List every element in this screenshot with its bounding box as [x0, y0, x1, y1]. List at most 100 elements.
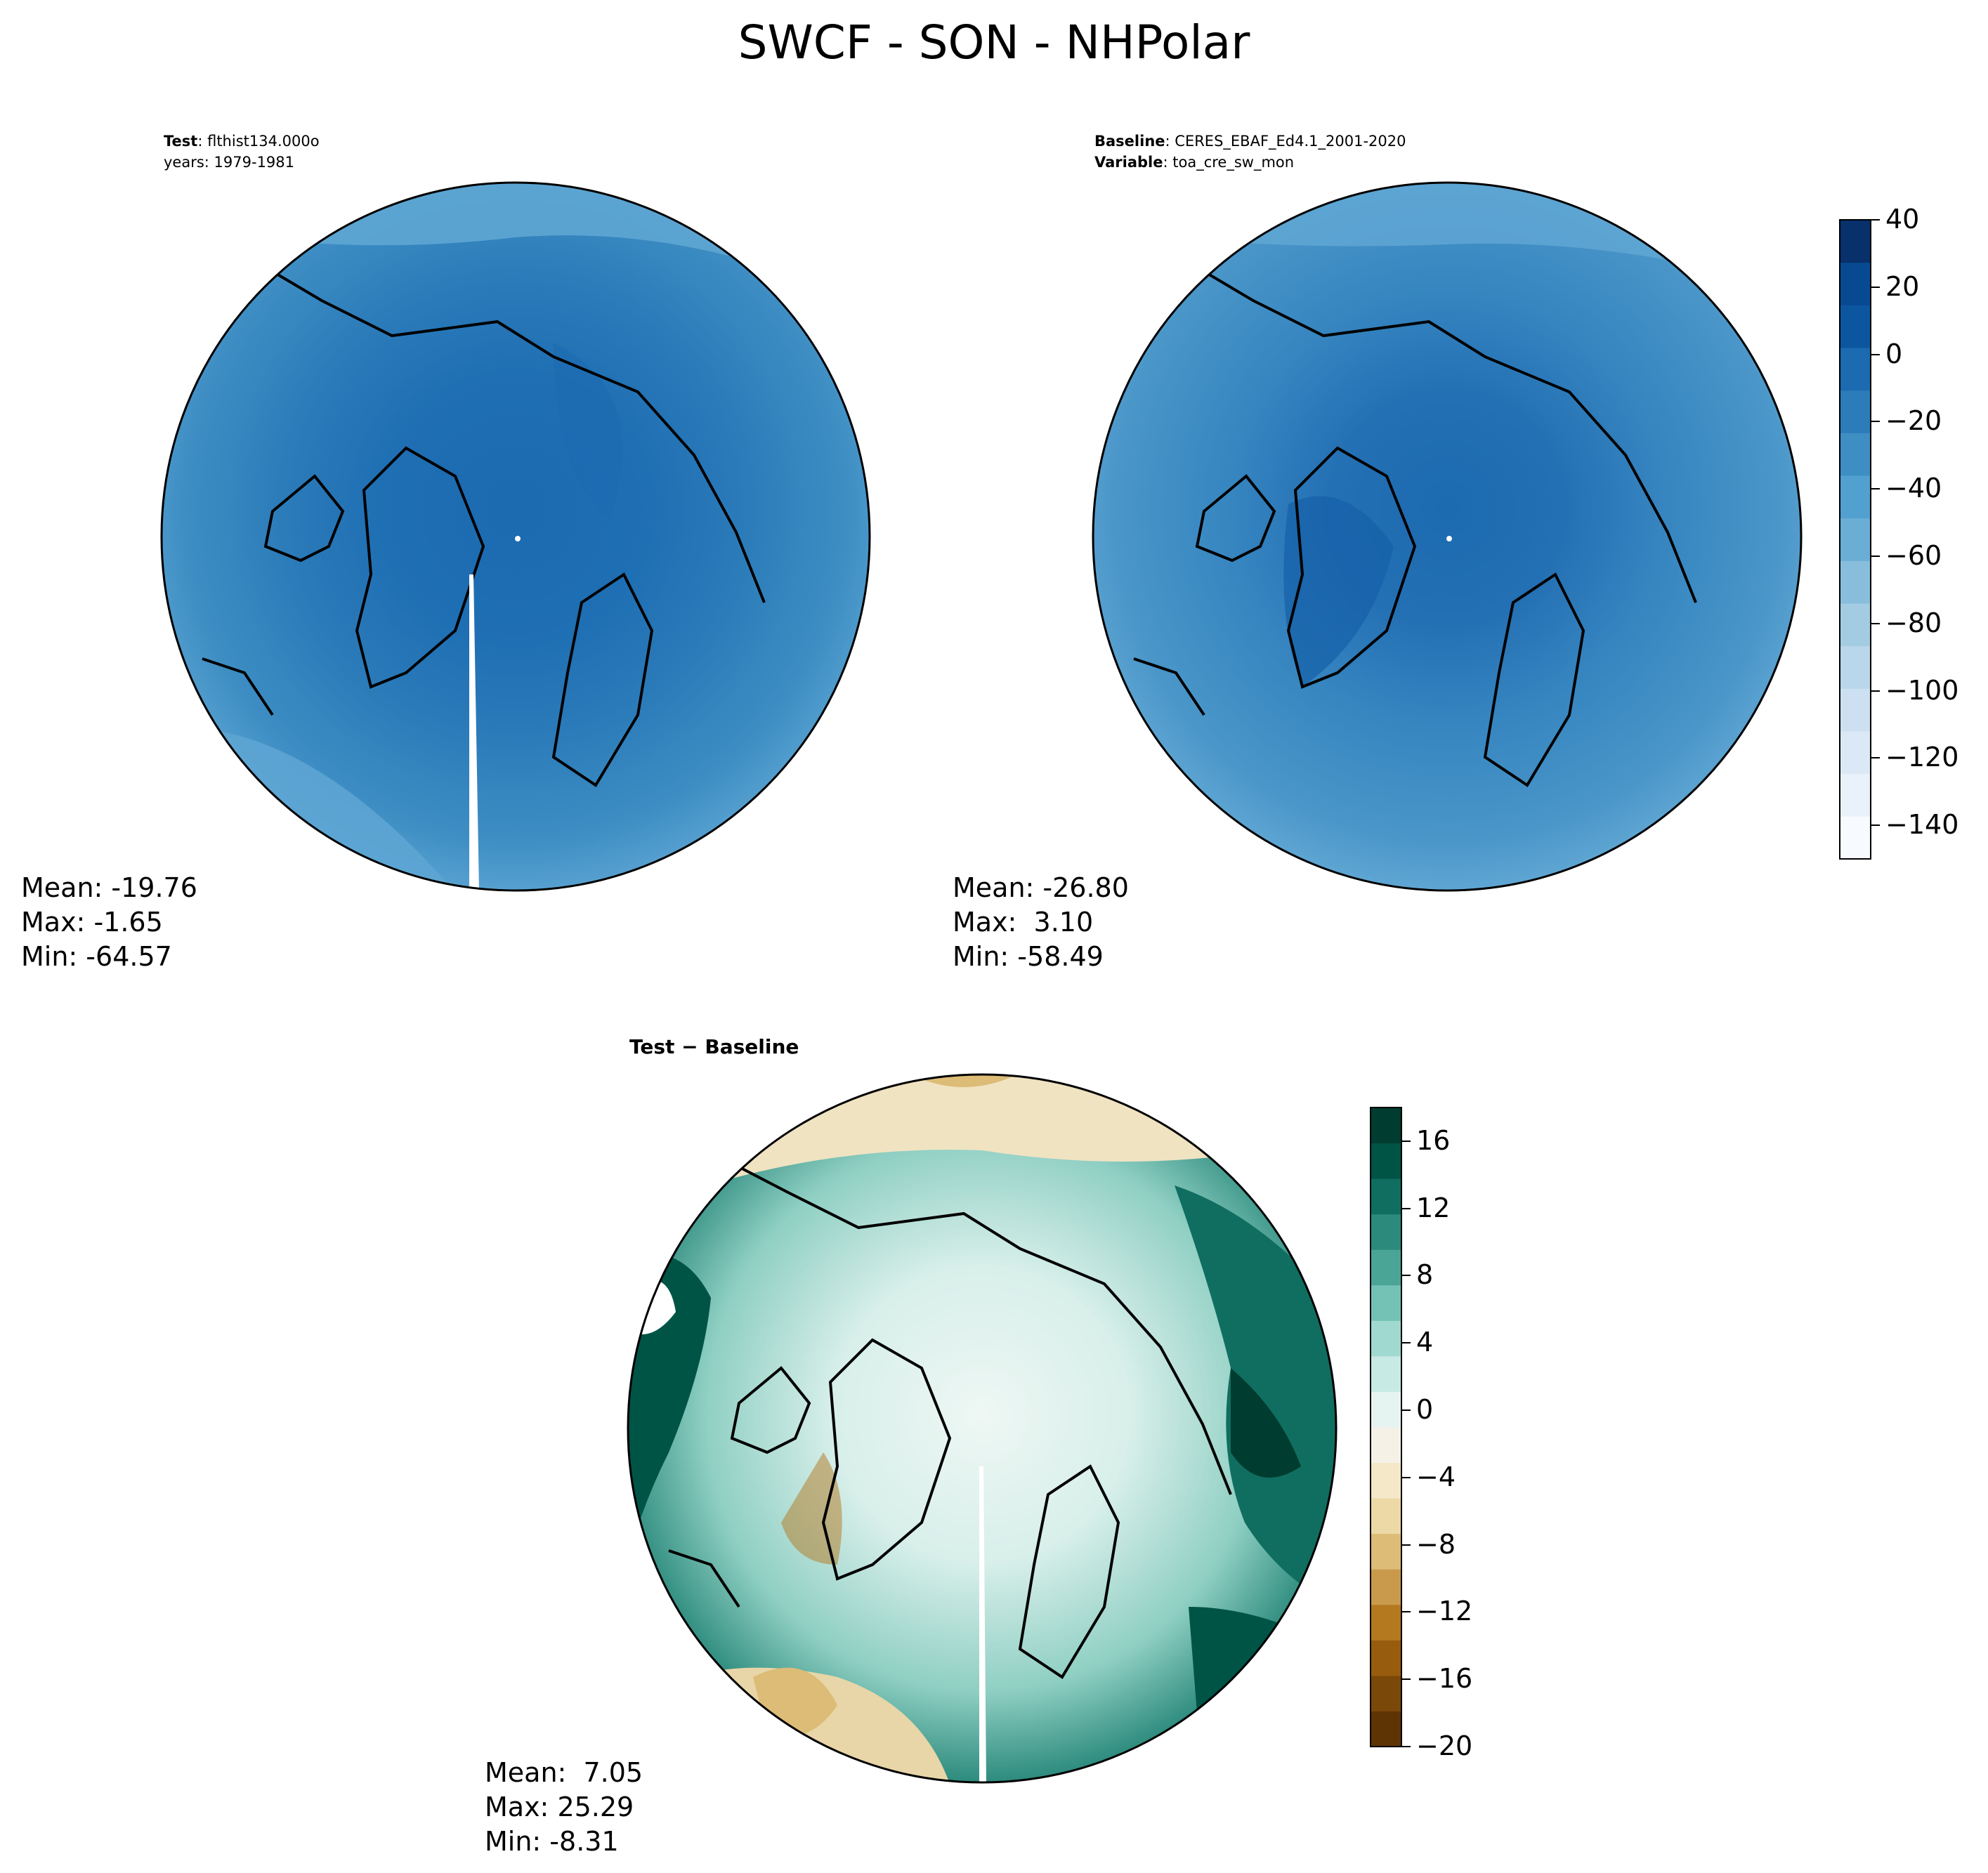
- difference-colorbar-swatch: [1371, 1178, 1401, 1215]
- main-colorbar-tick-mark: [1871, 286, 1880, 288]
- test-map: [160, 181, 871, 892]
- test-header-value: flthist134.000o: [207, 133, 320, 150]
- main-colorbar-tick-label: −80: [1885, 607, 1942, 638]
- difference-colorbar-tick-label: 4: [1416, 1327, 1434, 1358]
- difference-colorbar-swatch: [1371, 1569, 1401, 1605]
- main-colorbar: [1839, 219, 1871, 860]
- main-colorbar-swatch: [1840, 731, 1871, 775]
- baseline-stats: Mean: -26.80 Max: 3.10 Min: -58.49: [953, 871, 1129, 974]
- difference-colorbar-tick-label: −8: [1416, 1528, 1456, 1560]
- difference-colorbar-swatch: [1371, 1533, 1401, 1570]
- main-colorbar-tick-label: 20: [1885, 270, 1920, 302]
- difference-colorbar-tick-mark: [1402, 1611, 1411, 1613]
- difference-stats: Mean: 7.05 Max: 25.29 Min: -8.31: [485, 1756, 643, 1859]
- difference-map-boundary: [627, 1073, 1338, 1784]
- main-colorbar-swatch: [1840, 603, 1871, 647]
- difference-colorbar-tick-mark: [1402, 1342, 1411, 1344]
- test-field: [162, 183, 870, 891]
- main-colorbar-tick-label: −60: [1885, 539, 1942, 571]
- baseline-header: Baseline: CERES_EBAF_Ed4.1_2001-2020 Var…: [1094, 133, 1406, 171]
- difference-missing-sector: [979, 1466, 986, 1782]
- difference-colorbar-swatch: [1371, 1604, 1401, 1641]
- main-colorbar-tick-mark: [1871, 219, 1880, 221]
- main-colorbar-tick-mark: [1871, 824, 1880, 827]
- baseline-max: Max: 3.10: [953, 907, 1094, 938]
- difference-colorbar-swatch: [1371, 1320, 1401, 1357]
- difference-colorbar-swatch: [1371, 1462, 1401, 1499]
- difference-colorbar-swatch: [1371, 1711, 1401, 1747]
- difference-mean: Mean: 7.05: [485, 1757, 643, 1788]
- main-colorbar-swatch: [1840, 560, 1871, 604]
- main-colorbar-swatch: [1840, 262, 1871, 305]
- difference-colorbar-tick-mark: [1402, 1476, 1411, 1478]
- test-coastline-hudson: [263, 474, 345, 563]
- test-map-boundary: [160, 181, 871, 892]
- main-colorbar-swatch: [1840, 475, 1871, 519]
- baseline-map-boundary: [1092, 181, 1803, 892]
- main-colorbar-tick-mark: [1871, 690, 1880, 692]
- main-colorbar-tick-mark: [1871, 555, 1880, 557]
- difference-coastline-north: [693, 1142, 1232, 1495]
- figure-title: SWCF - SON - NHPolar: [738, 15, 1250, 70]
- main-colorbar-tick-mark: [1871, 488, 1880, 490]
- difference-colorbar-swatch: [1371, 1391, 1401, 1428]
- baseline-header-key: Baseline: [1094, 133, 1165, 150]
- baseline-field: [1093, 183, 1801, 891]
- baseline-coastline-scandinavia: [1483, 572, 1585, 787]
- difference-max: Max: 25.29: [485, 1792, 634, 1822]
- difference-colorbar-tick-mark: [1402, 1678, 1411, 1681]
- test-years-label: years: 1979-1981: [164, 154, 295, 171]
- difference-colorbar-swatch: [1371, 1640, 1401, 1676]
- baseline-min: Min: -58.49: [953, 941, 1104, 972]
- difference-title: Test − Baseline: [629, 1035, 799, 1058]
- baseline-mean: Mean: -26.80: [953, 872, 1129, 903]
- test-header-key: Test: [164, 133, 198, 150]
- main-colorbar-swatch: [1840, 433, 1871, 476]
- test-max: Max: -1.65: [21, 907, 163, 938]
- baseline-coastline-north: [1157, 243, 1697, 603]
- difference-min: Min: -8.31: [485, 1826, 619, 1857]
- main-colorbar-tick-mark: [1871, 353, 1880, 355]
- difference-coastline-scandinavia: [1018, 1464, 1120, 1679]
- test-stats: Mean: -19.76 Max: -1.65 Min: -64.57: [21, 871, 197, 974]
- test-coastline-north: [225, 243, 766, 603]
- main-colorbar-swatch: [1840, 305, 1871, 348]
- difference-colorbar-tick-label: 12: [1416, 1192, 1451, 1223]
- difference-colorbar-tick-label: 0: [1416, 1394, 1434, 1426]
- difference-colorbar-tick-mark: [1402, 1409, 1411, 1412]
- difference-colorbar-swatch: [1371, 1214, 1401, 1250]
- difference-colorbar-tick-mark: [1402, 1140, 1411, 1142]
- difference-colorbar-swatch: [1371, 1284, 1401, 1321]
- difference-colorbar-tick-label: −12: [1416, 1596, 1473, 1627]
- main-colorbar-swatch: [1840, 518, 1871, 561]
- test-header: Test: flthist134.000o years: 1979-1981: [164, 133, 320, 171]
- main-colorbar-swatch: [1840, 816, 1871, 860]
- difference-colorbar-swatch: [1371, 1143, 1401, 1179]
- difference-colorbar-tick-label: −4: [1416, 1461, 1456, 1492]
- main-colorbar-tick-label: 40: [1885, 204, 1920, 235]
- difference-colorbar-swatch: [1371, 1108, 1401, 1144]
- main-colorbar-tick-label: −120: [1885, 742, 1959, 773]
- main-colorbar-tick-label: −140: [1885, 809, 1959, 841]
- main-colorbar-swatch: [1840, 348, 1871, 391]
- test-greenland-outline: [355, 446, 485, 689]
- difference-colorbar-tick-label: 16: [1416, 1124, 1451, 1156]
- test-coastline-scandinavia: [551, 572, 654, 787]
- difference-colorbar-swatch: [1371, 1427, 1401, 1464]
- variable-header-value: toa_cre_sw_mon: [1172, 154, 1295, 171]
- main-colorbar-tick-mark: [1871, 622, 1880, 624]
- baseline-header-value: CERES_EBAF_Ed4.1_2001-2020: [1175, 133, 1406, 150]
- main-colorbar-tick-mark: [1871, 757, 1880, 759]
- difference-colorbar-tick-mark: [1402, 1544, 1411, 1546]
- difference-colorbar-tick-mark: [1402, 1746, 1411, 1747]
- difference-coastline-hudson: [730, 1366, 811, 1454]
- main-colorbar-swatch: [1840, 773, 1871, 817]
- main-colorbar-tick-label: −20: [1885, 405, 1942, 437]
- main-colorbar-swatch: [1840, 645, 1871, 689]
- test-mean: Mean: -19.76: [21, 872, 197, 903]
- difference-colorbar-swatch: [1371, 1675, 1401, 1711]
- difference-colorbar-swatch: [1371, 1498, 1401, 1534]
- main-colorbar-swatch: [1840, 220, 1871, 263]
- baseline-greenland-outline: [1286, 446, 1417, 689]
- difference-colorbar-tick-label: −20: [1416, 1730, 1473, 1761]
